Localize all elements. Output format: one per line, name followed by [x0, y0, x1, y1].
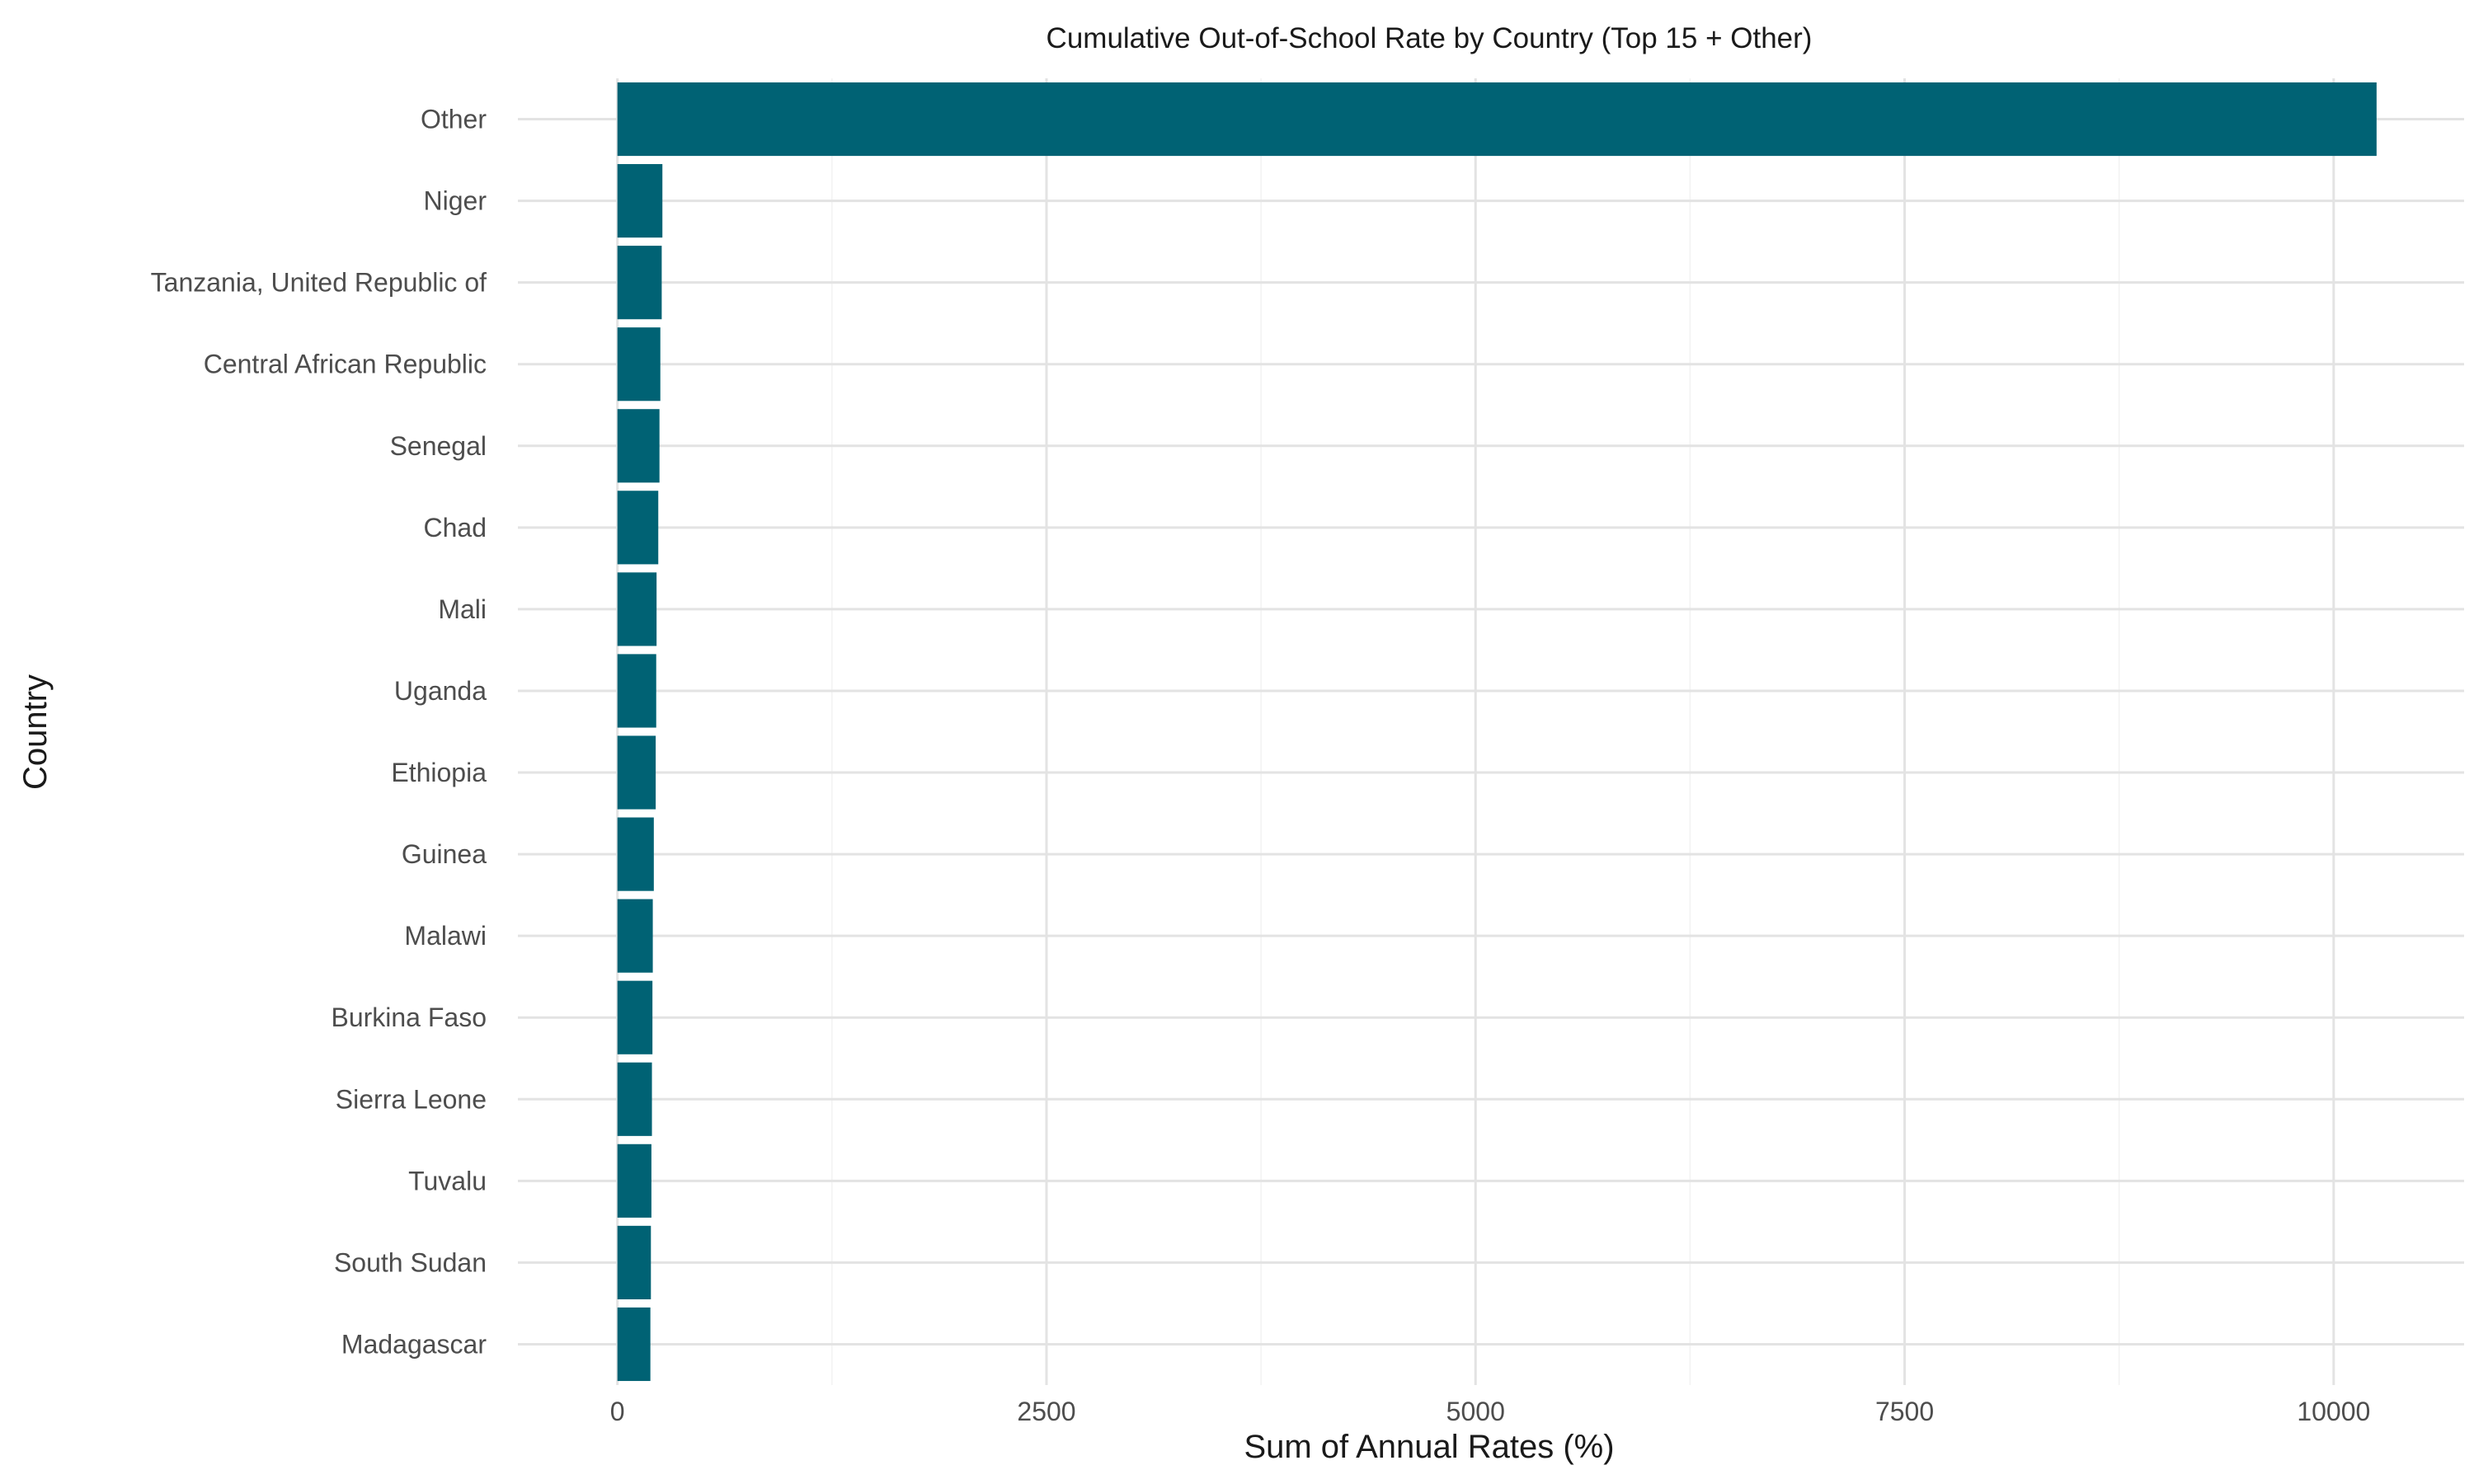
bar-burkina-faso	[617, 980, 653, 1054]
y-tick-label: Niger	[424, 186, 487, 216]
x-axis-title: Sum of Annual Rates (%)	[1244, 1429, 1614, 1465]
bar-layer	[617, 82, 2377, 1382]
y-tick-label: Ethiopia	[391, 758, 487, 787]
bar-malawi	[617, 899, 653, 973]
bar-south-sudan	[617, 1225, 651, 1299]
y-tick-label: Uganda	[394, 676, 487, 706]
bar-central-african-republic	[617, 327, 661, 402]
bar-ethiopia	[617, 735, 656, 810]
bar-mali	[617, 572, 657, 646]
bar-chad	[617, 491, 659, 565]
bar-other	[617, 82, 2377, 157]
x-tick-label: 7500	[1875, 1397, 1934, 1426]
y-tick-labels: Other Niger Tanzania, United Republic of Ce…	[151, 105, 487, 1360]
y-tick-label: Senegal	[390, 431, 487, 461]
y-tick-label: Chad	[424, 513, 487, 542]
y-tick-label: South Sudan	[334, 1247, 487, 1277]
bar-senegal	[617, 409, 660, 483]
x-tick-labels: 0 2500 5000 7500 10000	[610, 1397, 2371, 1426]
x-tick-label: 5000	[1446, 1397, 1505, 1426]
y-tick-label: Tuvalu	[408, 1166, 487, 1195]
y-tick-label: Central African Republic	[204, 350, 487, 379]
grid-layer	[518, 78, 2464, 1385]
x-tick-label: 0	[610, 1397, 625, 1426]
bar-madagascar	[617, 1307, 651, 1382]
y-tick-label: Mali	[438, 594, 487, 624]
bar-uganda	[617, 654, 656, 728]
bar-tanzania-united-republic-of	[617, 246, 662, 320]
bar-sierra-leone	[617, 1062, 652, 1136]
bar-tuvalu	[617, 1144, 651, 1218]
y-axis-title: Country	[17, 674, 54, 790]
y-tick-label: Burkina Faso	[331, 1003, 487, 1032]
y-tick-label: Tanzania, United Republic of	[151, 268, 487, 298]
x-tick-label: 2500	[1017, 1397, 1075, 1426]
chart-title: Cumulative Out-of-School Rate by Country…	[1047, 22, 1813, 54]
bar-guinea	[617, 817, 654, 891]
y-tick-label: Guinea	[402, 839, 487, 869]
y-tick-label: Other	[421, 105, 487, 134]
y-tick-label: Malawi	[404, 921, 487, 951]
bar-niger	[617, 164, 663, 238]
y-tick-label: Sierra Leone	[336, 1084, 487, 1114]
x-tick-label: 10000	[2297, 1397, 2370, 1426]
y-tick-label: Madagascar	[341, 1329, 487, 1359]
